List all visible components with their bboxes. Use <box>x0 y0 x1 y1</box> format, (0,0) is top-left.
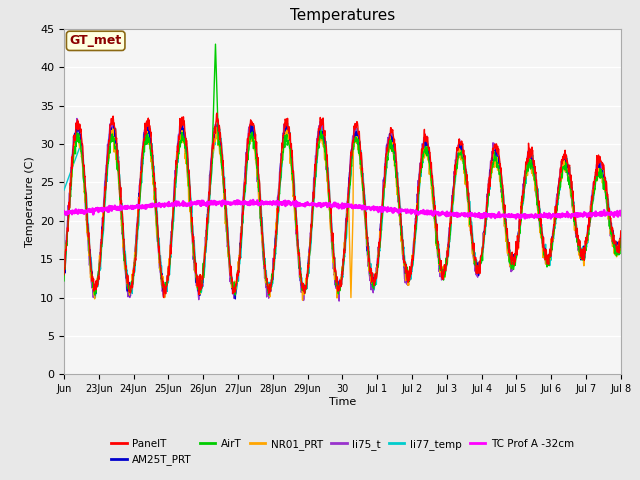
AM25T_PRT <box>346 169 353 175</box>
PanelT <box>445 240 452 246</box>
li77_temp <box>70 159 78 165</box>
Text: GT_met: GT_met <box>70 35 122 48</box>
NR01_PRT <box>70 147 78 153</box>
li77_temp <box>60 187 68 193</box>
TC Prof A -32cm <box>617 212 625 218</box>
li75_t <box>617 235 625 240</box>
PanelT <box>213 110 221 116</box>
li75_t <box>312 150 320 156</box>
PanelT <box>312 156 320 162</box>
NR01_PRT <box>445 244 452 250</box>
AirT <box>617 237 625 242</box>
li77_temp <box>617 239 625 245</box>
AM25T_PRT <box>247 118 255 124</box>
li77_temp <box>283 120 291 126</box>
TC Prof A -32cm <box>312 202 320 208</box>
PanelT <box>60 272 68 277</box>
TC Prof A -32cm <box>346 204 353 209</box>
TC Prof A -32cm <box>249 197 257 203</box>
li75_t <box>70 131 78 137</box>
li75_t <box>582 244 589 250</box>
li75_t <box>60 267 68 273</box>
li77_temp <box>92 295 99 300</box>
PanelT <box>160 295 168 300</box>
NR01_PRT <box>346 239 353 244</box>
NR01_PRT <box>160 280 168 286</box>
AM25T_PRT <box>312 153 320 159</box>
NR01_PRT <box>299 297 307 303</box>
AM25T_PRT <box>445 241 452 247</box>
li75_t <box>335 298 343 304</box>
li75_t <box>73 116 81 121</box>
li77_temp <box>445 253 452 259</box>
PanelT <box>617 228 625 234</box>
AirT <box>265 292 273 298</box>
PanelT <box>70 137 78 143</box>
NR01_PRT <box>60 273 68 278</box>
TC Prof A -32cm <box>444 213 452 218</box>
PanelT <box>582 241 589 247</box>
TC Prof A -32cm <box>512 216 520 221</box>
AirT <box>70 146 78 152</box>
li77_temp <box>160 279 168 285</box>
Line: PanelT: PanelT <box>64 113 621 298</box>
AM25T_PRT <box>582 244 589 250</box>
NR01_PRT <box>617 239 625 244</box>
AirT <box>160 280 168 286</box>
TC Prof A -32cm <box>582 212 589 217</box>
AirT <box>346 186 353 192</box>
AirT <box>582 246 589 252</box>
Line: li77_temp: li77_temp <box>64 123 621 298</box>
li77_temp <box>582 246 589 252</box>
AM25T_PRT <box>60 269 68 275</box>
li75_t <box>346 171 353 177</box>
Y-axis label: Temperature (C): Temperature (C) <box>24 156 35 247</box>
AM25T_PRT <box>160 292 168 298</box>
AirT <box>312 158 320 164</box>
X-axis label: Time: Time <box>329 397 356 407</box>
li75_t <box>160 288 168 294</box>
TC Prof A -32cm <box>160 203 168 209</box>
AM25T_PRT <box>70 140 78 146</box>
li77_temp <box>312 166 320 171</box>
NR01_PRT <box>212 125 220 131</box>
AirT <box>60 278 68 284</box>
TC Prof A -32cm <box>60 208 68 214</box>
Legend: PanelT, AM25T_PRT, AirT, NR01_PRT, li75_t, li77_temp, TC Prof A -32cm: PanelT, AM25T_PRT, AirT, NR01_PRT, li75_… <box>107 435 578 469</box>
Line: NR01_PRT: NR01_PRT <box>64 128 621 300</box>
li75_t <box>445 235 452 240</box>
Line: AirT: AirT <box>64 44 621 295</box>
Title: Temperatures: Temperatures <box>290 9 395 24</box>
NR01_PRT <box>582 240 589 245</box>
Line: TC Prof A -32cm: TC Prof A -32cm <box>64 200 621 218</box>
AM25T_PRT <box>617 235 625 241</box>
AM25T_PRT <box>232 296 239 302</box>
AirT <box>212 41 220 47</box>
AirT <box>445 246 452 252</box>
TC Prof A -32cm <box>70 210 78 216</box>
Line: AM25T_PRT: AM25T_PRT <box>64 121 621 299</box>
PanelT <box>346 177 353 183</box>
Line: li75_t: li75_t <box>64 119 621 301</box>
li77_temp <box>346 189 353 195</box>
PanelT <box>160 281 168 287</box>
NR01_PRT <box>312 154 320 160</box>
